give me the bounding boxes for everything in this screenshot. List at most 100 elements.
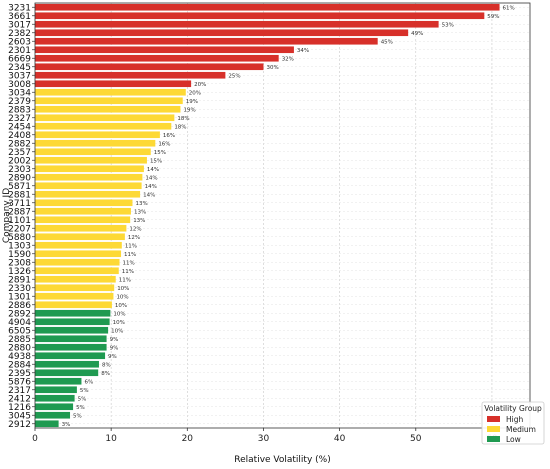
company-id-4904: 4904 bbox=[8, 318, 31, 328]
company-id-2408: 2408 bbox=[8, 131, 31, 141]
company-id-3711: 3711 bbox=[8, 199, 31, 209]
bar-3045 bbox=[35, 411, 71, 419]
company-id-2308: 2308 bbox=[8, 258, 31, 268]
value-label-2330: 10% bbox=[117, 286, 129, 292]
value-label-2886: 10% bbox=[115, 303, 127, 309]
bar-1303 bbox=[35, 241, 122, 249]
bar-2207 bbox=[35, 224, 127, 232]
company-id-2912: 2912 bbox=[8, 420, 31, 430]
value-label-3231: 61% bbox=[503, 5, 515, 11]
company-id-5876: 5876 bbox=[8, 377, 31, 387]
bar-2603 bbox=[35, 37, 378, 45]
company-id-2317: 2317 bbox=[8, 386, 31, 396]
bar-2454 bbox=[35, 122, 172, 130]
company-id-2330: 2330 bbox=[8, 284, 31, 294]
company-id-1101: 1101 bbox=[8, 216, 31, 226]
value-label-2395: 8% bbox=[101, 371, 110, 377]
company-id-5880: 5880 bbox=[8, 233, 31, 243]
company-id-2890: 2890 bbox=[8, 173, 31, 183]
bar-3711 bbox=[35, 199, 133, 207]
company-id-2885: 2885 bbox=[8, 335, 31, 345]
legend-swatch-low bbox=[487, 436, 500, 442]
company-id-6505: 6505 bbox=[8, 326, 31, 336]
bar-1301 bbox=[35, 292, 114, 300]
x-tick-label: 0 bbox=[32, 434, 38, 444]
value-label-2884: 8% bbox=[102, 362, 111, 368]
bar-3231 bbox=[35, 3, 500, 11]
x-axis-ticks: 0102030405060 bbox=[32, 428, 498, 444]
x-axis-title: Relative Volatility (%) bbox=[234, 455, 330, 465]
company-id-1303: 1303 bbox=[8, 241, 31, 251]
value-label-1101: 13% bbox=[133, 218, 145, 224]
company-id-2207: 2207 bbox=[8, 224, 31, 234]
value-label-2882: 16% bbox=[158, 141, 170, 147]
bar-2885 bbox=[35, 335, 107, 343]
bar-2891 bbox=[35, 275, 116, 283]
x-tick-label: 10 bbox=[105, 434, 117, 444]
bar-2345 bbox=[35, 63, 264, 71]
bar-3034 bbox=[35, 88, 186, 96]
company-id-3661: 3661 bbox=[8, 12, 31, 22]
company-id-2345: 2345 bbox=[8, 63, 31, 73]
bar-2301 bbox=[35, 46, 294, 54]
bar-2881 bbox=[35, 190, 141, 198]
company-id-1326: 1326 bbox=[8, 267, 31, 277]
company-id-3045: 3045 bbox=[8, 411, 31, 421]
company-id-2882: 2882 bbox=[8, 139, 31, 149]
bar-2327 bbox=[35, 114, 175, 122]
bar-2886 bbox=[35, 301, 112, 309]
value-label-1326: 11% bbox=[122, 269, 134, 275]
company-id-2412: 2412 bbox=[8, 394, 31, 404]
bar-2395 bbox=[35, 369, 99, 377]
value-label-2885: 9% bbox=[110, 337, 119, 343]
company-id-3008: 3008 bbox=[8, 80, 31, 90]
value-label-2892: 10% bbox=[113, 311, 125, 317]
value-label-3045: 5% bbox=[73, 413, 82, 419]
company-id-2357: 2357 bbox=[8, 148, 31, 158]
value-label-2301: 34% bbox=[297, 48, 309, 54]
value-label-2382: 49% bbox=[411, 31, 423, 37]
company-id-2883: 2883 bbox=[8, 105, 31, 115]
company-id-3034: 3034 bbox=[8, 88, 31, 98]
value-label-2890: 14% bbox=[145, 175, 157, 181]
value-label-2603: 45% bbox=[381, 39, 393, 45]
bar-4904 bbox=[35, 318, 110, 326]
x-tick-label: 20 bbox=[182, 434, 194, 444]
bar-6505 bbox=[35, 326, 109, 334]
bar-2408 bbox=[35, 131, 160, 139]
value-label-4938: 9% bbox=[108, 354, 117, 360]
company-id-labels: 3231366130172382260323016669234530373008… bbox=[8, 3, 35, 430]
value-label-2891: 11% bbox=[119, 277, 131, 283]
value-label-1303: 11% bbox=[125, 243, 137, 249]
bar-2880 bbox=[35, 343, 107, 351]
bar-2883 bbox=[35, 105, 181, 113]
value-label-6669: 32% bbox=[282, 56, 294, 62]
value-label-1301: 10% bbox=[116, 294, 128, 300]
value-label-4904: 10% bbox=[113, 320, 125, 326]
value-label-1216: 5% bbox=[76, 405, 85, 411]
company-id-2891: 2891 bbox=[8, 275, 31, 285]
value-label-2345: 30% bbox=[266, 65, 278, 71]
bar-1216 bbox=[35, 403, 74, 411]
bar-2308 bbox=[35, 258, 120, 266]
company-id-2884: 2884 bbox=[8, 360, 31, 370]
bar-2002 bbox=[35, 156, 147, 164]
value-label-2881: 14% bbox=[143, 192, 155, 198]
value-label-2308: 11% bbox=[123, 260, 135, 266]
company-id-2379: 2379 bbox=[8, 97, 31, 107]
value-label-3711: 13% bbox=[135, 201, 147, 207]
value-label-2412: 5% bbox=[78, 396, 87, 402]
value-label-3037: 25% bbox=[228, 73, 240, 79]
company-id-3231: 3231 bbox=[8, 3, 31, 13]
bar-2379 bbox=[35, 97, 183, 105]
legend-box bbox=[481, 401, 545, 445]
value-label-2880: 9% bbox=[110, 345, 119, 351]
value-label-3034: 20% bbox=[189, 90, 201, 96]
legend-title: Volatility Group bbox=[484, 404, 542, 413]
bar-5871 bbox=[35, 182, 142, 190]
bar-2912 bbox=[35, 420, 59, 428]
company-id-5871: 5871 bbox=[8, 182, 31, 192]
company-id-6669: 6669 bbox=[8, 54, 31, 64]
company-id-4938: 4938 bbox=[8, 352, 31, 362]
